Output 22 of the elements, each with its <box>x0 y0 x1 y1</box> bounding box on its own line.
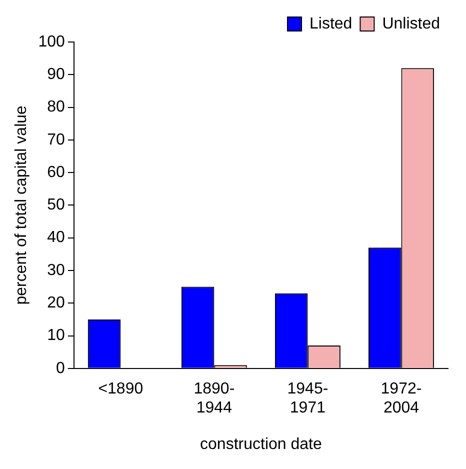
category-label: 2004 <box>383 400 420 417</box>
legend-label: Listed <box>310 15 352 32</box>
category-label: 1944 <box>196 400 232 417</box>
category-label: <1890 <box>98 380 144 398</box>
y-tick-label: 70 <box>47 131 65 148</box>
category-label: 1945- <box>287 380 328 398</box>
category-label: 1890- <box>194 380 235 398</box>
x-axis-title: construction date <box>200 436 322 453</box>
category-label: 1971 <box>290 400 326 417</box>
y-tick-label: 100 <box>38 33 65 50</box>
y-tick-label: 0 <box>56 360 65 377</box>
y-tick-label: 30 <box>47 262 65 279</box>
y-tick-label: 90 <box>47 66 65 84</box>
y-tick-label: 50 <box>47 196 65 214</box>
y-tick-label: 10 <box>47 327 65 344</box>
category-label: 1972- <box>380 380 422 398</box>
y-tick-label: 20 <box>47 294 65 312</box>
y-tick-label: 80 <box>47 98 65 116</box>
legend-label: Unlisted <box>382 15 440 32</box>
y-tick-label: 40 <box>47 229 65 246</box>
y-axis-title: percent of total capital value <box>13 105 30 305</box>
y-tick-label: 60 <box>47 164 65 181</box>
